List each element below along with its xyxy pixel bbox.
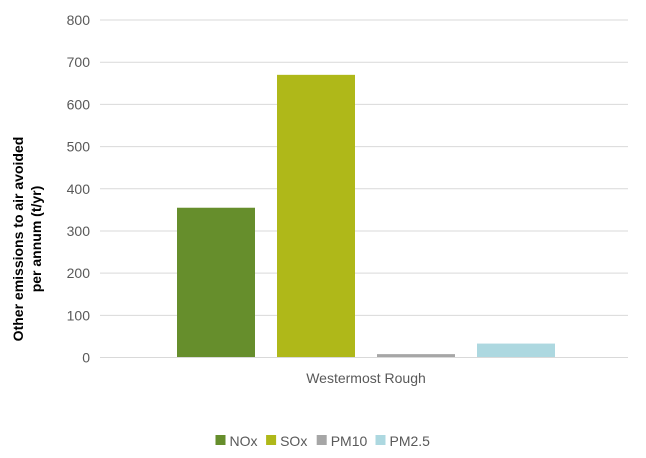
y-tick-label: 400 <box>67 181 91 197</box>
legend-label: PM2.5 <box>390 433 431 449</box>
y-tick-label: 0 <box>82 350 90 366</box>
y-tick-label: 700 <box>67 54 91 70</box>
legend-swatch <box>215 435 226 445</box>
y-axis-ticks: 0 100 200 300 400 500 600 700 800 <box>67 12 91 366</box>
bar-pm25 <box>477 343 555 358</box>
legend-swatch <box>266 435 277 445</box>
bar-sox <box>277 74 355 358</box>
x-axis-categories: Westermost Rough <box>306 370 426 386</box>
y-tick-label: 800 <box>67 12 91 28</box>
legend: NOx SOx PM10 PM2.5 <box>215 433 431 449</box>
bar-pm10 <box>377 354 455 358</box>
y-tick-label: 300 <box>67 223 91 239</box>
legend-label: SOx <box>280 433 307 449</box>
y-tick-label: 500 <box>67 139 91 155</box>
y-axis-title-line-1: Other emissions to air avoided <box>10 137 26 342</box>
legend-item-pm25: PM2.5 <box>375 433 431 449</box>
legend-item-nox: NOx <box>215 433 258 449</box>
y-tick-label: 600 <box>67 96 91 112</box>
bars <box>177 74 555 358</box>
legend-label: PM10 <box>331 433 368 449</box>
legend-item-sox: SOx <box>266 433 307 449</box>
legend-swatch <box>316 435 327 445</box>
legend-swatch <box>375 435 386 445</box>
y-tick-label: 200 <box>67 265 91 281</box>
bar-nox <box>177 207 255 358</box>
y-tick-label: 100 <box>67 307 91 323</box>
legend-item-pm10: PM10 <box>316 433 368 449</box>
y-axis-title-line-2: per annum (t/yr) <box>28 186 44 293</box>
x-category-label: Westermost Rough <box>306 370 426 386</box>
legend-label: NOx <box>230 433 258 449</box>
